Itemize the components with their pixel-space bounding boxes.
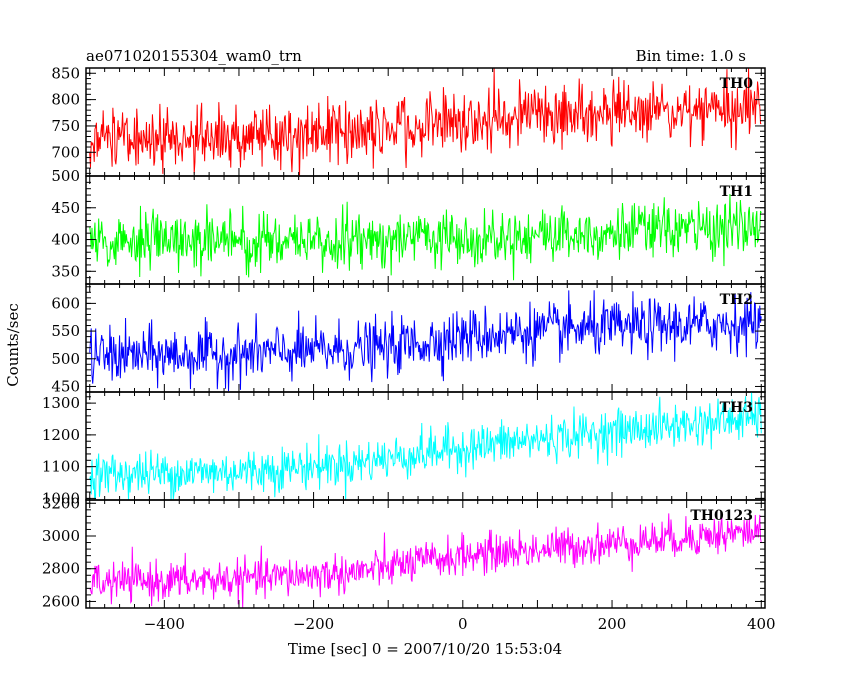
panel-frame bbox=[85, 499, 766, 609]
panel-label: TH1 bbox=[720, 184, 753, 200]
y-tick-label: 700 bbox=[51, 143, 80, 161]
y-tick-label: 500 bbox=[51, 167, 80, 185]
panel-stack: 700 750 800 850 TH0 350 400 450 500 TH1 450 500 550 6… bbox=[42, 64, 766, 610]
y-tick-label: 3000 bbox=[42, 527, 80, 545]
panel-th1: 350 400 450 500 TH1 bbox=[51, 167, 766, 285]
y-tick-label: 1300 bbox=[42, 394, 80, 412]
x-tick-label: 0 bbox=[458, 615, 468, 633]
series-line-th2 bbox=[89, 290, 762, 391]
x-tick-label: 200 bbox=[598, 615, 627, 633]
panel-th3: 1000 1100 1200 1300 TH3 bbox=[42, 391, 766, 507]
panel-frame bbox=[85, 283, 766, 393]
series-line-th3 bbox=[89, 392, 762, 500]
y-tick-label: 450 bbox=[51, 377, 80, 395]
y-tick-label: 1100 bbox=[42, 458, 80, 476]
y-tick-label: 450 bbox=[51, 199, 80, 217]
y-tick-label: 2800 bbox=[42, 560, 80, 578]
x-axis-label: Time [sec] 0 = 2007/10/20 15:53:04 bbox=[288, 640, 562, 658]
y-tick-label: 1000 bbox=[42, 489, 80, 507]
x-tick-label: −200 bbox=[293, 615, 334, 633]
y-tick-label: 500 bbox=[51, 350, 80, 368]
y-tick-label: 400 bbox=[51, 231, 80, 249]
x-axis: −400 −200 0 200 400 bbox=[144, 615, 776, 633]
y-tick-label: 350 bbox=[51, 262, 80, 280]
series-line-th0 bbox=[89, 68, 762, 176]
panel-frame bbox=[85, 391, 766, 501]
y-tick-label: 800 bbox=[51, 91, 80, 109]
panel-label: TH3 bbox=[720, 400, 753, 416]
series-line-th1 bbox=[89, 193, 762, 281]
chart-header-left: ae071020155304_wam0_trn bbox=[86, 47, 302, 65]
panel-label: TH0 bbox=[720, 76, 754, 92]
x-tick-label: 400 bbox=[747, 615, 776, 633]
y-tick-label: 850 bbox=[51, 64, 80, 82]
series-line-th0123 bbox=[89, 513, 762, 608]
y-axis-label: Counts/sec bbox=[4, 303, 22, 387]
x-tick-label: −400 bbox=[144, 615, 185, 633]
panel-th0: 700 750 800 850 TH0 bbox=[51, 64, 766, 177]
y-tick-label: 550 bbox=[51, 322, 80, 340]
y-tick-label: 2600 bbox=[42, 592, 80, 610]
panel-th0123: 2600 2800 3000 3200 TH0123 bbox=[42, 494, 766, 610]
y-tick-label: 750 bbox=[51, 117, 80, 135]
y-tick-label: 600 bbox=[51, 294, 80, 312]
panel-label: TH0123 bbox=[690, 508, 753, 524]
y-tick-label: 3200 bbox=[42, 494, 80, 512]
chart-header-right: Bin time: 1.0 s bbox=[636, 47, 746, 65]
y-tick-label: 1200 bbox=[42, 426, 80, 444]
panel-th2: 450 500 550 600 TH2 bbox=[51, 283, 766, 395]
panel-label: TH2 bbox=[720, 292, 753, 308]
